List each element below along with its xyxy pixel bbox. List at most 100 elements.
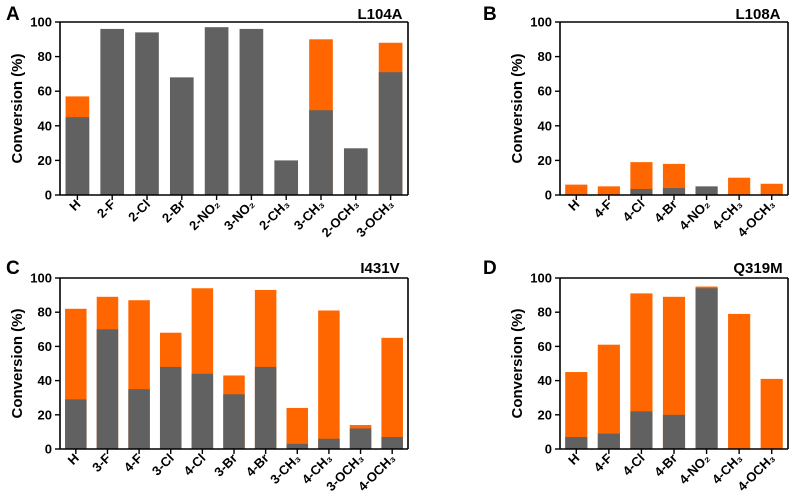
panel-letter: D [483, 258, 497, 279]
bar-gray [65, 399, 87, 449]
x-tick-label: 4-Cl [620, 451, 648, 479]
x-tick-label: 3-F [89, 450, 113, 474]
x-tick-label: 4-F [591, 196, 615, 220]
panel-letter: C [6, 258, 20, 279]
y-tick-label: 80 [38, 49, 52, 64]
bar-gray [65, 117, 90, 195]
x-tick-label: 4-Br [651, 451, 680, 480]
y-tick-label: 80 [38, 305, 52, 320]
bar-gray [96, 329, 119, 449]
x-tick-label: 3-NO₂ [221, 196, 258, 233]
panel-letter: A [6, 4, 20, 25]
bar-gray [128, 389, 150, 449]
x-tick-label: 2-CH₃ [256, 197, 292, 233]
y-tick-label: 0 [45, 188, 52, 203]
y-tick-label: 60 [538, 339, 552, 354]
x-tick-label: 3-OCH₃ [353, 197, 396, 240]
x-tick-label: 4-F [121, 450, 145, 474]
y-tick-label: 60 [38, 339, 52, 354]
panel-c: C I431V Conversion (%) H 3-F 4-F 3-Cl 4-Cl 3-Br 4… [6, 258, 409, 494]
y-axis-label: Conversion (%) [9, 53, 26, 163]
bar-orange [728, 313, 751, 449]
y-tick-label: 80 [538, 305, 552, 320]
bar-gray [169, 77, 194, 195]
x-tick-label: 2-Br [159, 197, 188, 226]
y-tick-label: 0 [45, 442, 52, 457]
panel-title: L104A [357, 6, 402, 23]
y-tick-label: 100 [530, 271, 552, 286]
bar-orange [286, 407, 309, 449]
bar-orange [662, 163, 686, 195]
panel-letter: B [483, 4, 497, 25]
y-tick-label: 100 [30, 15, 52, 30]
bar-orange [597, 186, 620, 195]
bar-gray [597, 433, 620, 449]
bar-orange [565, 372, 588, 449]
y-tick-label: 0 [545, 442, 552, 457]
x-tick-label: 2-OCH₃ [318, 197, 361, 240]
bar-orange [728, 177, 751, 195]
x-tick-label: H [565, 451, 582, 468]
y-tick-label: 60 [538, 84, 552, 99]
bar-orange [381, 337, 403, 449]
x-tick-label: 2-Cl [125, 197, 153, 225]
y-tick-label: 80 [538, 49, 552, 64]
bar-gray [239, 28, 264, 196]
panel-a: A L104A Conversion (%) H 2-F 2-Cl 2-Br2-NO₂3-N… [6, 4, 409, 240]
bar-gray [695, 288, 718, 449]
x-tick-label: H [565, 197, 582, 214]
bar-gray [254, 366, 277, 449]
y-tick-label: 0 [545, 188, 552, 203]
bar-gray [309, 110, 333, 195]
bar-orange [630, 293, 653, 449]
bar-gray [100, 28, 125, 196]
x-tick-label: 3-Br [211, 451, 240, 480]
panel-title: I431V [360, 260, 399, 277]
panel-title: Q319M [733, 260, 782, 277]
bar-gray [630, 411, 653, 449]
panel-title: L108A [735, 6, 780, 23]
y-tick-label: 20 [538, 407, 552, 422]
x-tick-label: H [65, 451, 82, 468]
y-tick-label: 20 [38, 153, 52, 168]
bar-gray [135, 32, 159, 195]
bar-gray [159, 366, 182, 449]
y-tick-label: 20 [38, 407, 52, 422]
x-tick-label: 2-F [94, 196, 118, 220]
y-tick-label: 40 [538, 118, 552, 133]
bar-gray [191, 373, 214, 449]
x-tick-label: 3-CH₃ [267, 451, 303, 487]
y-axis-label: Conversion (%) [9, 308, 26, 418]
y-axis-label: Conversion (%) [509, 53, 526, 163]
bar-gray [662, 414, 686, 449]
y-tick-label: 60 [38, 84, 52, 99]
y-tick-label: 20 [538, 153, 552, 168]
bar-gray [662, 188, 686, 195]
x-tick-label: 2-NO₂ [186, 196, 223, 233]
bar-orange [630, 162, 653, 195]
x-tick-label: 3-Cl [149, 451, 177, 479]
bar-orange [662, 296, 686, 449]
y-axis-label: Conversion (%) [509, 308, 526, 418]
x-tick-label: 4-NO₂ [676, 450, 713, 487]
x-tick-label: 4-F [591, 450, 615, 474]
bar-orange [760, 378, 783, 449]
bar-orange [760, 183, 783, 195]
y-tick-label: 40 [38, 373, 52, 388]
bar-gray [349, 428, 372, 449]
bar-gray [695, 186, 718, 195]
x-tick-label: 4-Cl [620, 197, 648, 225]
y-tick-label: 40 [38, 118, 52, 133]
bar-gray [378, 72, 403, 195]
bar-gray [274, 160, 299, 195]
bar-orange [318, 310, 340, 449]
bar-gray [343, 148, 368, 195]
bar-gray [565, 437, 588, 449]
bar-gray [204, 27, 229, 195]
x-tick-label: 4-Cl [181, 451, 209, 479]
bar-gray [286, 443, 309, 449]
bar-orange [597, 344, 620, 449]
